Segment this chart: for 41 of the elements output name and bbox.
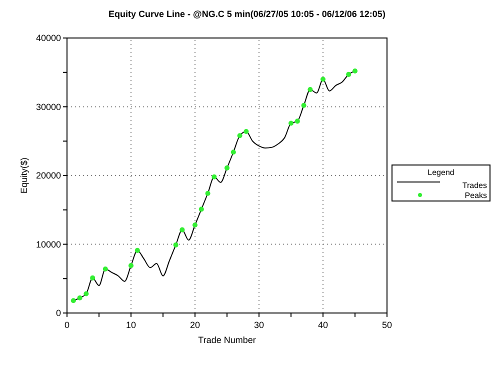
point bbox=[90, 275, 96, 280]
point bbox=[173, 242, 178, 248]
point bbox=[102, 266, 108, 272]
text: Trades bbox=[462, 181, 487, 190]
y-axis-title: Equity($) bbox=[19, 157, 29, 194]
point bbox=[212, 174, 217, 180]
x-axis-title: Trade Number bbox=[198, 335, 256, 345]
y-tick-label: 20000 bbox=[36, 170, 61, 180]
point bbox=[134, 248, 140, 253]
y-tick-label: 10000 bbox=[36, 239, 61, 250]
text: Peaks bbox=[464, 191, 487, 200]
point bbox=[77, 295, 82, 300]
point bbox=[198, 206, 204, 212]
x-tick-label: 0 bbox=[64, 320, 70, 330]
x-tick-label: 10 bbox=[126, 320, 136, 330]
x-tick-label: 50 bbox=[382, 320, 392, 330]
point bbox=[180, 227, 185, 232]
legend-title: Legend bbox=[428, 168, 454, 177]
point bbox=[84, 291, 89, 296]
point bbox=[301, 102, 306, 108]
point bbox=[288, 120, 294, 126]
point bbox=[70, 298, 76, 304]
point bbox=[237, 133, 242, 138]
point bbox=[346, 72, 352, 77]
y-tick-label: 40000 bbox=[36, 33, 61, 43]
chart-title: Equity Curve Line - @NG.C 5 min(06/27/05 10:05 - 06/12/06 12:05) bbox=[108, 9, 386, 19]
x-tick-label: 20 bbox=[190, 320, 200, 330]
point bbox=[320, 76, 326, 82]
point bbox=[128, 263, 134, 268]
x-tick-label: 40 bbox=[318, 320, 328, 330]
point bbox=[308, 87, 313, 92]
point bbox=[230, 150, 236, 155]
point bbox=[192, 222, 198, 228]
point bbox=[294, 118, 300, 124]
y-tick-label: 0 bbox=[56, 308, 61, 318]
point bbox=[244, 128, 249, 134]
x-tick-label: 30 bbox=[254, 320, 264, 330]
y-tick-label: 30000 bbox=[36, 102, 61, 112]
point bbox=[205, 190, 210, 196]
point bbox=[224, 165, 230, 170]
point bbox=[352, 68, 358, 74]
